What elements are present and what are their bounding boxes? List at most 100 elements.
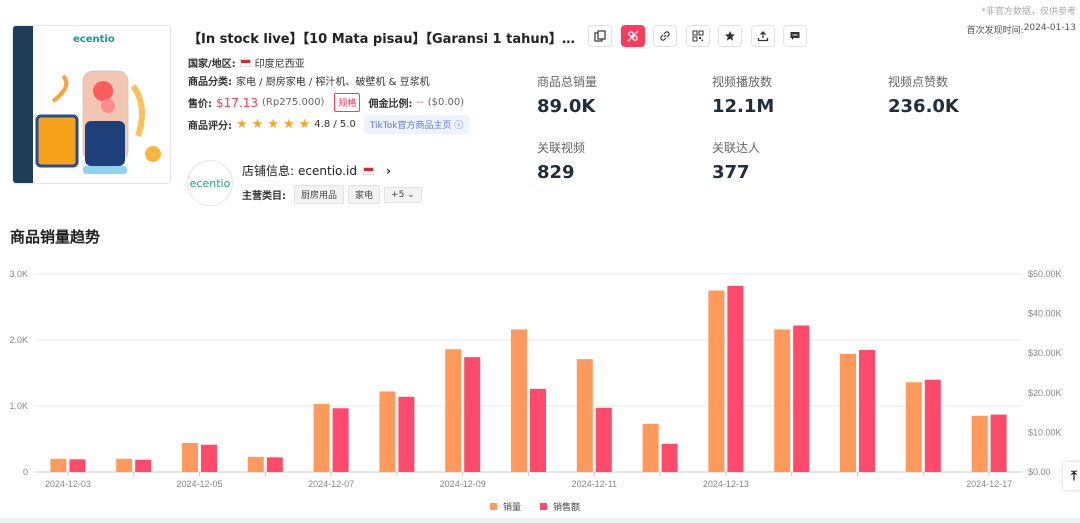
shop-info[interactable]: 店铺信息: ecentio.id › — [242, 162, 391, 179]
back-to-top-button[interactable]: ⤒ — [1063, 462, 1080, 490]
stat-related-creators: 关联达人 377 — [712, 139, 760, 183]
stat-label: 关联达人 — [712, 141, 761, 155]
bar-sales-volume — [840, 353, 856, 472]
link-icon — [660, 31, 670, 41]
category-tag[interactable]: 家电 — [348, 185, 381, 204]
commission-value: -- — [416, 97, 424, 108]
y-right-tick-label: $20.00K — [1028, 388, 1062, 398]
main-category-row: 主营类目: 厨房用品 家电 +5 ⌄ — [242, 185, 426, 204]
bar-sales-volume — [379, 391, 396, 472]
price-label: 售价: — [188, 99, 212, 110]
stat-value: 377 — [712, 162, 750, 183]
disclaimer-text: *非官方数据，仅供参考 — [981, 7, 1076, 17]
commission-amount: ($0.00) — [427, 97, 465, 108]
stat-value: 89.0K — [537, 96, 596, 117]
qrcode-icon — [692, 30, 703, 42]
rating-label: 商品评分: — [188, 121, 232, 132]
shop-info-label: 店铺信息: — [242, 164, 295, 178]
rating-stars: ★ ★ ★ ★ ★ — [236, 117, 314, 132]
x-tick-label: 2024-12-11 — [572, 479, 617, 489]
legend-swatch — [540, 503, 547, 510]
bar-sales-volume — [905, 382, 922, 472]
category-tag[interactable]: 厨房用品 — [294, 185, 345, 204]
shop-logo[interactable]: ecentio — [187, 160, 233, 206]
spec-button[interactable]: 规格 — [334, 93, 361, 112]
y-left-tick-label: 1.0K — [9, 401, 28, 411]
tiktok-product-link[interactable]: TikTok官方商品主页 ⓘ — [363, 115, 470, 134]
star-icon: ★ — [267, 117, 279, 132]
legend-label: 销售额 — [553, 501, 580, 513]
category-value[interactable]: 家电 / 厨房家电 / 榨汁机、破壁机 & 豆浆机 — [236, 77, 430, 88]
product-image-strip — [13, 26, 33, 183]
rating-value: 4.8 / 5.0 — [314, 119, 356, 130]
stat-video-likes: 视频点赞数 236.0K — [888, 73, 959, 117]
chevron-right-icon[interactable]: › — [385, 163, 391, 178]
x-tick-label: 2024-12-07 — [308, 479, 354, 489]
share-link-button[interactable] — [620, 25, 645, 47]
indonesia-flag-icon — [239, 58, 251, 67]
rating-row: 商品评分: ★ ★ ★ ★ ★ 4.8 / 5.0 TikTok官方商品主页 ⓘ — [188, 115, 470, 134]
bar-sales-amount — [924, 379, 941, 472]
upload-icon — [757, 31, 768, 42]
y-right-tick-label: $30.00K — [1028, 348, 1062, 358]
first-found-label: 首次发现时间: — [966, 26, 1024, 36]
bar-sales-amount — [266, 457, 283, 472]
bar-sales-volume — [774, 329, 791, 472]
country-label: 国家/地区: — [188, 59, 236, 70]
y-left-tick-label: 0 — [23, 467, 28, 477]
upload-button[interactable] — [750, 25, 775, 47]
bar-sales-amount — [793, 325, 810, 472]
link-button[interactable] — [653, 25, 677, 47]
indonesia-flag-icon — [362, 166, 374, 175]
bar-sales-amount — [727, 285, 744, 472]
copy-icon — [594, 30, 606, 42]
qrcode-button[interactable] — [685, 25, 710, 47]
bar-sales-volume — [971, 415, 988, 472]
shop-name[interactable]: ecentio.id — [298, 163, 357, 178]
product-illustration — [35, 70, 161, 174]
stat-label: 商品总销量 — [537, 75, 598, 89]
y-right-tick-label: $10.00K — [1028, 427, 1062, 437]
first-found-time: 首次发现时间: 2024-01-13 — [967, 23, 1076, 36]
country-value: 印度尼西亚 — [254, 59, 305, 70]
stat-video-views: 视频播放数 12.1M — [712, 73, 774, 117]
tiktok-link-label[interactable]: TikTok官方商品主页 — [369, 121, 452, 131]
y-left-tick-label: 2.0K — [9, 335, 28, 345]
star-icon: ★ — [236, 117, 248, 132]
stat-label: 关联视频 — [537, 141, 586, 155]
stat-value: 12.1M — [712, 96, 775, 117]
product-title[interactable]: 【In stock live】【10 Mata pisau】【Garansi 1… — [188, 32, 575, 47]
x-tick-label: 2024-12-13 — [703, 479, 749, 489]
copy-button[interactable] — [588, 25, 612, 47]
star-icon — [725, 31, 735, 41]
comment-button[interactable] — [783, 25, 807, 47]
bar-sales-volume — [50, 458, 67, 472]
bar-sales-amount — [332, 408, 349, 472]
action-toolbar — [588, 25, 816, 47]
bar-sales-amount — [69, 459, 86, 472]
more-tags-button[interactable]: +5 ⌄ — [384, 186, 422, 203]
bar-sales-volume — [247, 456, 264, 472]
x-tick-label: 2024-12-17 — [966, 479, 1012, 489]
commission-label: 佣金比例: — [368, 99, 413, 110]
bar-sales-amount — [201, 444, 217, 472]
stat-value: 236.0K — [888, 96, 959, 117]
bar-sales-amount — [595, 407, 612, 472]
legend-label: 销量 — [503, 501, 521, 513]
y-left-tick-label: 3.0K — [9, 269, 28, 279]
arrow-up-icon: ⤒ — [1071, 468, 1077, 484]
stat-label: 视频点赞数 — [888, 75, 949, 89]
y-right-tick-label: $50.00K — [1028, 269, 1062, 279]
main-category-label: 主营类目: — [242, 191, 286, 202]
bar-sales-amount — [464, 357, 481, 472]
product-image[interactable]: ecentio — [12, 25, 171, 184]
bar-sales-amount — [661, 443, 678, 472]
favorite-button[interactable] — [718, 25, 742, 47]
more-tags-label: +5 — [391, 189, 405, 200]
bar-sales-amount — [859, 350, 875, 472]
bar-sales-volume — [576, 359, 593, 472]
sales-trend-chart: 0 1.0K 2.0K 3.0K $0.00 $10.00K $20.00K $30.00K $… — [9, 269, 1062, 513]
star-icon: ★ — [251, 117, 264, 132]
stat-related-videos: 关联视频 829 — [537, 139, 585, 183]
x-tick-label: 2024-12-09 — [440, 479, 486, 489]
